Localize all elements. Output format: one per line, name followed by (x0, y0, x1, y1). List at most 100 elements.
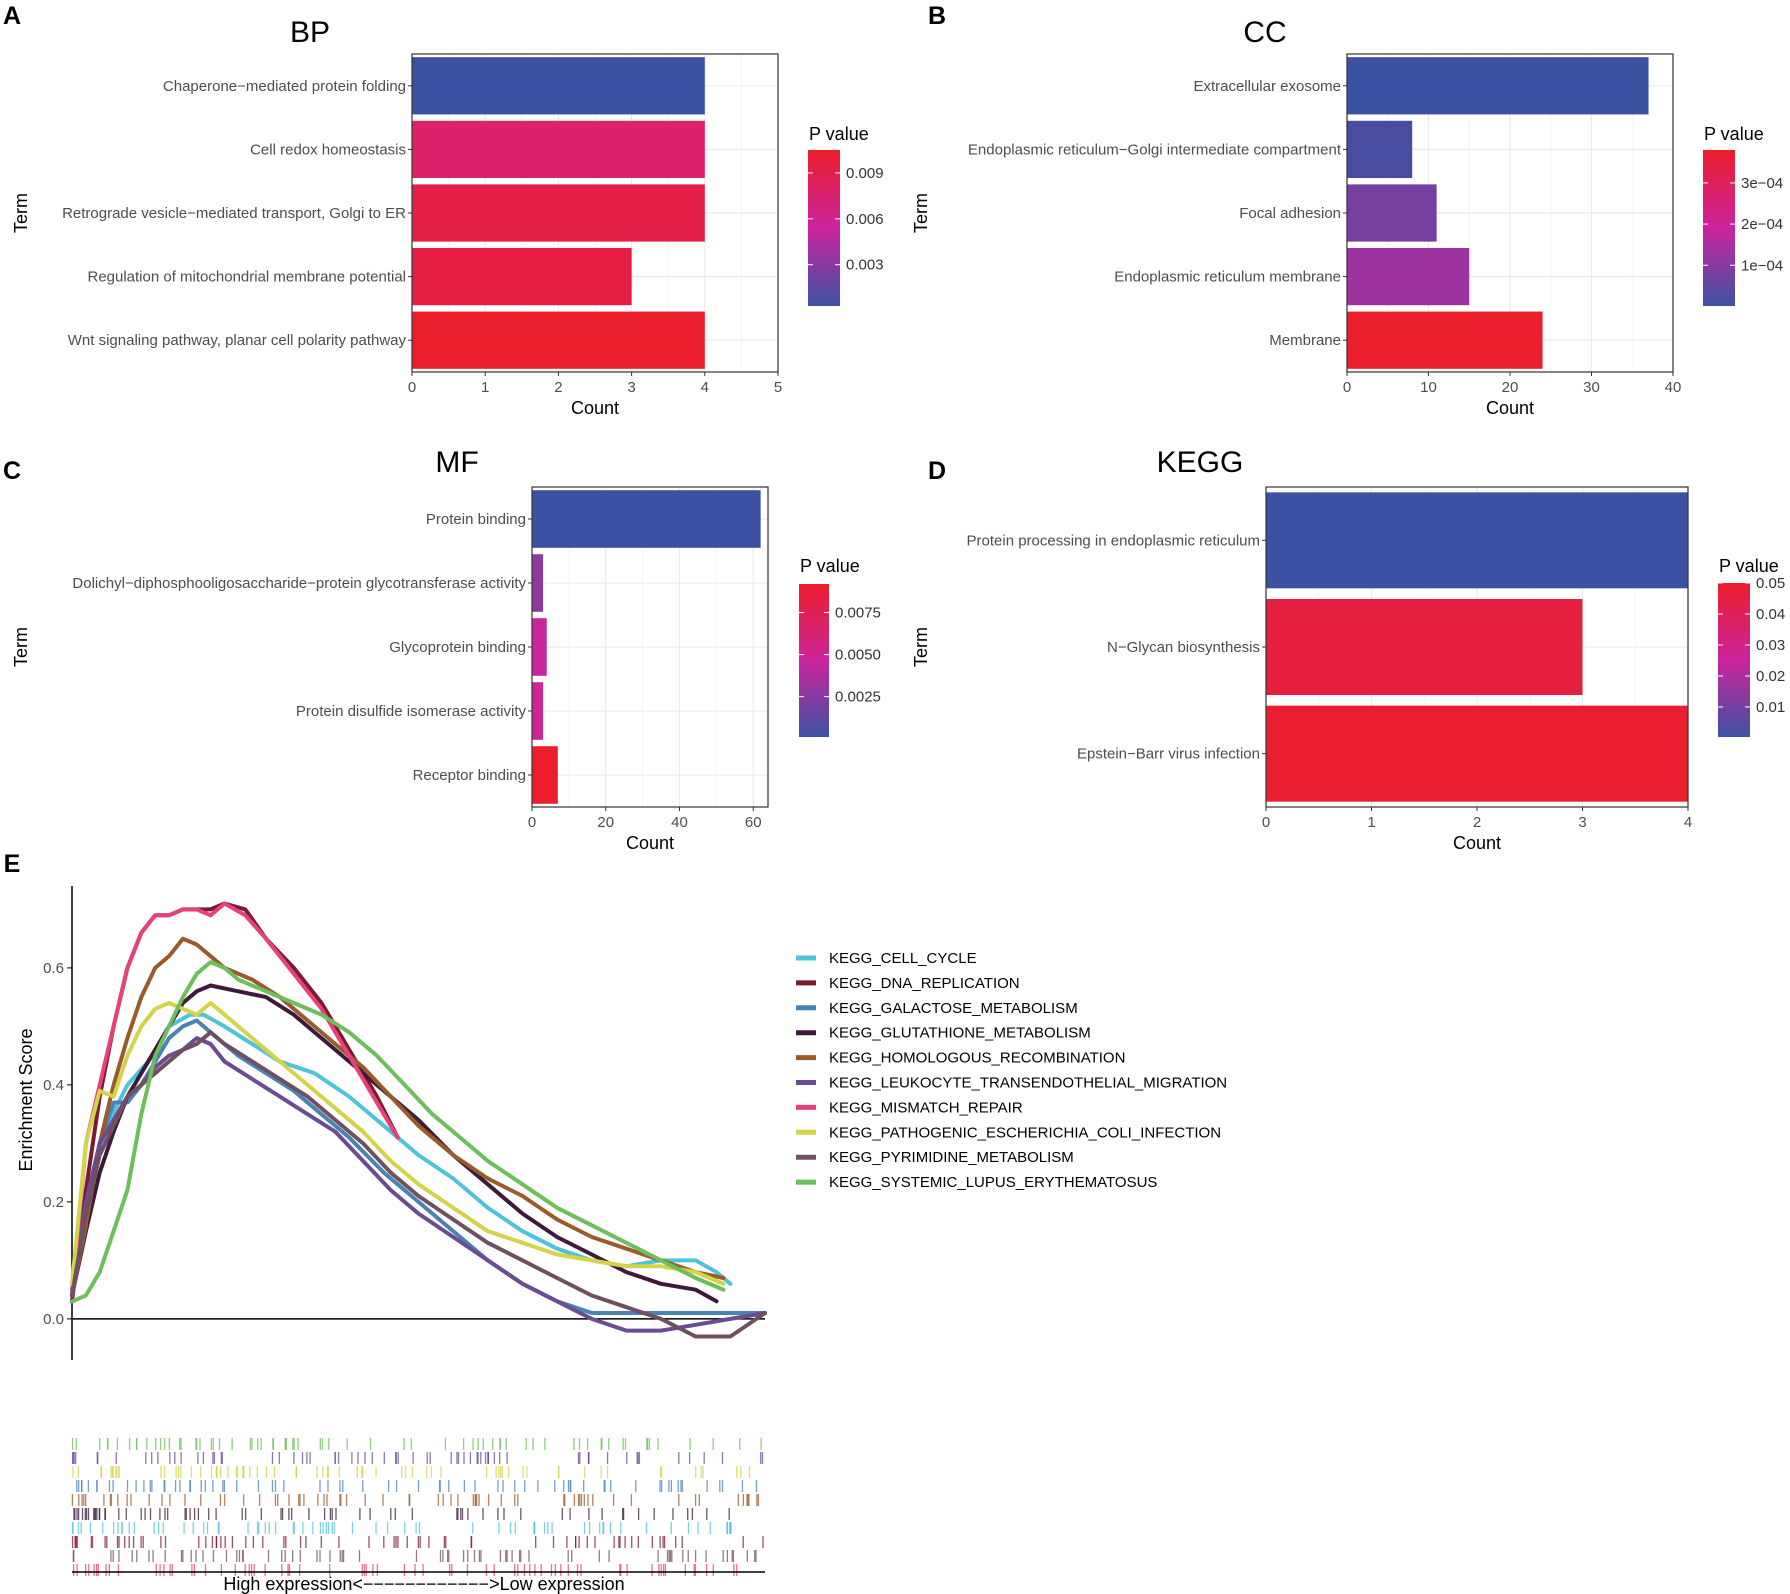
y-axis-title: Enrichment Score (16, 1028, 36, 1171)
category-label: Retrograde vesicle−mediated transport, G… (62, 205, 406, 222)
category-label: Extracellular exosome (1193, 78, 1341, 95)
bar (1347, 311, 1543, 369)
bar (1347, 120, 1413, 179)
x-tick-label: 40 (1665, 379, 1682, 396)
y-axis-title: Term (911, 627, 931, 667)
x-tick-label: 20 (597, 814, 614, 831)
legend-label: KEGG_PATHOGENIC_ESCHERICHIA_COLI_INFECTI… (829, 1124, 1221, 1141)
category-label: Dolichyl−diphosphooligosaccharide−protei… (72, 575, 526, 592)
bar (1347, 57, 1649, 115)
chart-title: MF (435, 446, 478, 479)
x-tick-label: 60 (745, 814, 762, 831)
legend-label: KEGG_HOMOLOGOUS_RECOMBINATION (829, 1050, 1125, 1067)
legend-colorbar (808, 150, 840, 306)
category-label: Endoplasmic reticulum membrane (1114, 269, 1341, 286)
legend-tick-label: 0.0050 (835, 647, 881, 664)
y-tick-label: 0.6 (43, 960, 64, 977)
x-tick-label: 4 (1684, 814, 1692, 831)
legend-tick-label: 3e−04 (1741, 175, 1783, 192)
y-axis-title: Term (11, 193, 31, 233)
bar-chart-b: CC Extracellular exosome Endoplasmic retic… (911, 16, 1783, 418)
series-line (70, 960, 726, 1304)
bar (412, 247, 632, 306)
legend-colorbar (799, 584, 829, 737)
legend-tick-label: 0.05 (1756, 575, 1785, 592)
category-label: Protein binding (426, 511, 526, 528)
x-tick-label: 0 (1343, 379, 1351, 396)
category-label: Protein disulfide isomerase activity (296, 703, 527, 720)
x-tick-label: 3 (627, 379, 635, 396)
x-tick-label: 0 (408, 379, 416, 396)
legend-tick-label: 0.003 (846, 257, 884, 274)
legend-colorbar (1703, 150, 1735, 306)
x-tick-label: 0 (1262, 814, 1270, 831)
bar (1266, 599, 1583, 695)
legend-label: KEGG_GALACTOSE_METABOLISM (829, 1000, 1078, 1017)
legend-tick-label: 0.006 (846, 211, 884, 228)
x-axis-title: Count (571, 398, 619, 418)
chart-title: CC (1243, 16, 1286, 49)
x-tick-label: 3 (1578, 814, 1586, 831)
bar (532, 682, 544, 740)
series-line (70, 1018, 767, 1315)
legend-tick-label: 0.03 (1756, 637, 1785, 654)
bar (532, 490, 761, 548)
category-label: Receptor binding (413, 767, 526, 784)
panel-label: B (928, 2, 946, 30)
gsea-chart: 0.0 0.2 0.4 0.6 Enrichment Score KEGG_CELL_CY… (16, 886, 1227, 1594)
legend-tick-label: 0.009 (846, 165, 884, 182)
category-label: Protein processing in endoplasmic reticu… (967, 532, 1260, 549)
legend-tick-label: 0.02 (1756, 668, 1785, 685)
x-axis-title: Count (1486, 398, 1534, 418)
legend-title: P value (800, 556, 860, 576)
category-label: Chaperone−mediated protein folding (163, 78, 406, 95)
y-tick-label: 0.4 (43, 1077, 64, 1094)
x-tick-label: 2 (554, 379, 562, 396)
bar (1347, 184, 1437, 242)
x-tick-label: 0 (528, 814, 536, 831)
bar-chart-d: KEGG Protein processing in endoplasmic re… (911, 446, 1785, 853)
bar-chart-a: BP Chaperone−mediated protein folding Cell… (11, 16, 884, 418)
series-line (70, 936, 726, 1298)
x-axis-title: High expression<−−−−−−−−−−−−>Low express… (223, 1574, 624, 1594)
category-label: Membrane (1269, 332, 1341, 349)
y-axis-title: Term (11, 627, 31, 667)
series-line (70, 1030, 767, 1339)
x-tick-label: 4 (701, 379, 709, 396)
x-tick-label: 40 (671, 814, 688, 831)
bar (412, 184, 705, 242)
x-tick-label: 1 (1367, 814, 1375, 831)
legend-tick-label: 2e−04 (1741, 216, 1783, 233)
series-line (70, 983, 719, 1304)
x-tick-label: 10 (1420, 379, 1437, 396)
legend-tick-label: 1e−04 (1741, 257, 1783, 274)
category-label: Epstein−Barr virus infection (1077, 746, 1260, 763)
legend-label: KEGG_MISMATCH_REPAIR (829, 1099, 1023, 1116)
legend-title: P value (1719, 556, 1779, 576)
category-label: Focal adhesion (1239, 205, 1341, 222)
bar (532, 746, 558, 804)
legend-label: KEGG_DNA_REPLICATION (829, 975, 1020, 992)
x-tick-label: 30 (1583, 379, 1600, 396)
bar (412, 120, 705, 179)
category-label: Glycoprotein binding (389, 639, 526, 656)
bar (412, 57, 705, 115)
y-axis-title: Term (911, 193, 931, 233)
bar (1347, 247, 1470, 306)
legend-title: P value (809, 124, 869, 144)
x-tick-label: 20 (1502, 379, 1519, 396)
legend-tick-label: 0.01 (1756, 699, 1785, 716)
bar (1266, 705, 1688, 802)
legend-label: KEGG_LEUKOCYTE_TRANSENDOTHELIAL_MIGRATIO… (829, 1075, 1227, 1092)
category-label: Endoplasmic reticulum−Golgi intermediate… (968, 141, 1342, 158)
legend-label: KEGG_CELL_CYCLE (829, 950, 977, 967)
legend-tick-label: 0.0075 (835, 605, 881, 622)
category-label: Regulation of mitochondrial membrane pot… (87, 269, 406, 286)
x-tick-label: 2 (1473, 814, 1481, 831)
chart-title: KEGG (1157, 446, 1244, 479)
plot-border (531, 486, 769, 808)
series-line (70, 901, 400, 1298)
category-label: N−Glycan biosynthesis (1107, 639, 1260, 656)
category-label: Wnt signaling pathway, planar cell polar… (68, 332, 407, 349)
panel-label: D (928, 457, 946, 485)
